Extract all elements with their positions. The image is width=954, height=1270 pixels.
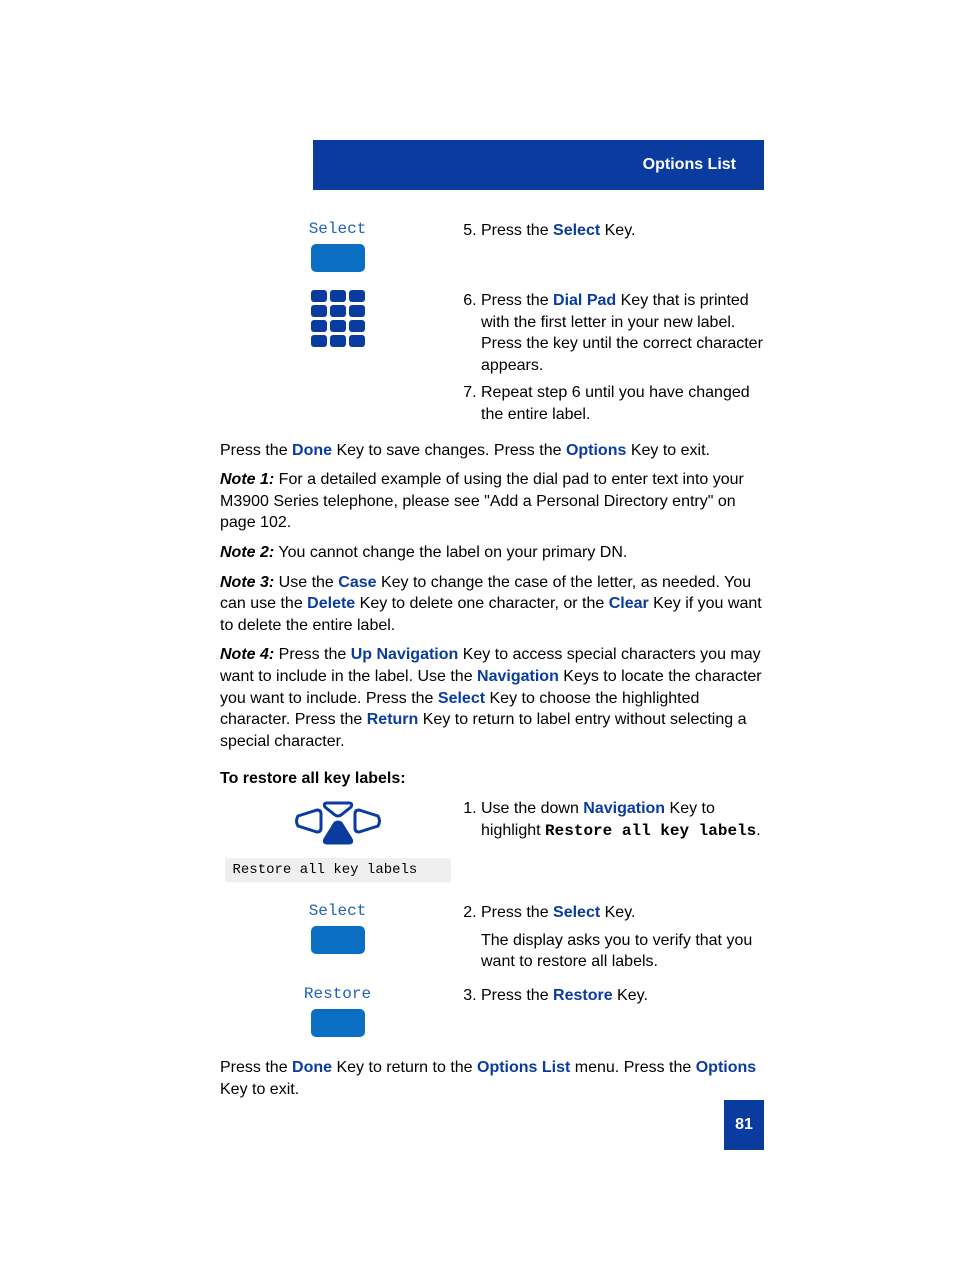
display-text: Restore all key labels — [225, 858, 451, 882]
restore-heading: To restore all key labels: — [220, 770, 764, 788]
select-softkey-graphic-2: Select — [220, 902, 455, 966]
step-b1: Use the down Navigation Key to highlight… — [481, 798, 764, 842]
step-7: Repeat step 6 until you have changed the… — [481, 382, 764, 425]
step-b3: Press the Restore Key. — [481, 985, 764, 1007]
note-4: Note 4: Press the Up Navigation Key to a… — [220, 644, 764, 752]
select-label-2: Select — [309, 902, 367, 920]
softkey-button-icon-2 — [311, 926, 365, 954]
note-2: Note 2: You cannot change the label on y… — [220, 542, 764, 564]
step-b2-sub: The display asks you to verify that you … — [481, 930, 764, 973]
header-bar: Options List — [313, 140, 764, 190]
dialpad-graphic — [220, 290, 455, 347]
note-1: Note 1: For a detailed example of using … — [220, 469, 764, 534]
steps-list-b2: Press the Select Key. The display asks y… — [455, 902, 764, 973]
steps-list-b3: Press the Restore Key. — [455, 985, 764, 1007]
navigation-keys-icon — [293, 798, 383, 848]
step-5: Press the Select Key. — [481, 220, 764, 242]
steps-list-b1: Use the down Navigation Key to highlight… — [455, 798, 764, 842]
steps-list-a: Press the Select Key. — [455, 220, 764, 242]
page-number: 81 — [724, 1100, 764, 1150]
save-exit-para: Press the Done Key to save changes. Pres… — [220, 440, 764, 462]
dialpad-icon — [311, 290, 365, 347]
softkey-button-icon — [311, 244, 365, 272]
restore-label: Restore — [304, 985, 371, 1003]
step-b2: Press the Select Key. The display asks y… — [481, 902, 764, 973]
header-title: Options List — [643, 156, 736, 174]
restore-softkey-graphic: Restore — [220, 985, 455, 1049]
end-para: Press the Done Key to return to the Opti… — [220, 1057, 764, 1100]
steps-list-a2: Press the Dial Pad Key that is printed w… — [455, 290, 764, 426]
note-3: Note 3: Use the Case Key to change the c… — [220, 572, 764, 637]
softkey-button-icon-3 — [311, 1009, 365, 1037]
step-6: Press the Dial Pad Key that is printed w… — [481, 290, 764, 376]
select-label: Select — [309, 220, 367, 238]
select-softkey-graphic: Select — [220, 220, 455, 284]
